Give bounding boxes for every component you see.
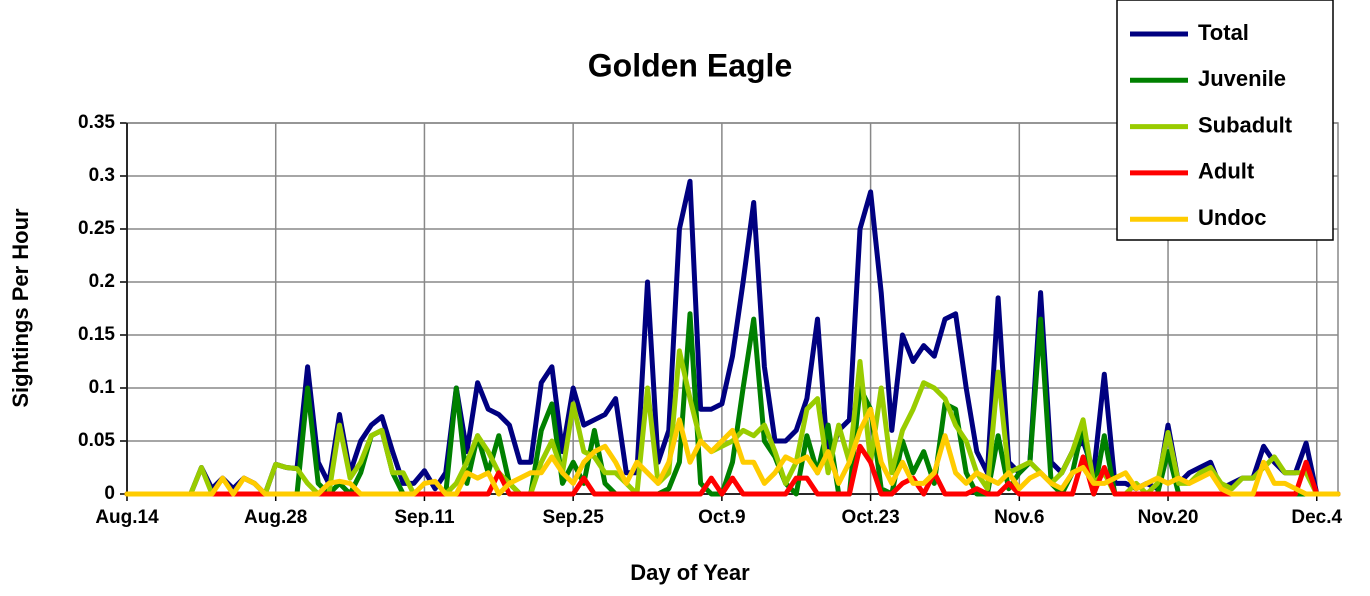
y-tick-label: 0.2 — [89, 271, 115, 292]
legend-label: Juvenile — [1198, 66, 1286, 91]
x-tick-label: Dec.4 — [1291, 507, 1342, 528]
y-axis-title: Sightings Per Hour — [8, 208, 33, 408]
x-tick-label: Nov.6 — [994, 507, 1044, 528]
x-tick-label: Oct.9 — [698, 507, 746, 528]
y-tick-label: 0.25 — [78, 218, 115, 239]
x-tick-label: Nov.20 — [1138, 507, 1199, 528]
legend-label: Adult — [1198, 159, 1255, 184]
series-line — [124, 443, 1341, 497]
x-tick-label: Aug.28 — [244, 507, 307, 528]
y-tick-label: 0.3 — [89, 165, 115, 186]
legend-label: Total — [1198, 20, 1249, 45]
series-line — [124, 406, 1341, 497]
x-axis-title: Day of Year — [630, 560, 750, 585]
y-tick-label: 0.1 — [89, 377, 116, 398]
y-tick-label: 0 — [104, 483, 115, 504]
legend-label: Undoc — [1198, 205, 1266, 230]
chart-title: Golden Eagle — [588, 47, 792, 83]
x-tick-label: Sep.25 — [543, 507, 605, 528]
y-tick-label: 0.35 — [78, 112, 115, 133]
x-tick-label: Aug.14 — [95, 507, 159, 528]
y-tick-label: 0.05 — [78, 430, 115, 451]
legend-box — [1116, 0, 1334, 241]
y-tick-label: 0.15 — [78, 324, 115, 345]
x-tick-label: Oct.23 — [842, 507, 900, 528]
x-tick-label: Sep.11 — [394, 507, 455, 528]
legend-label: Subadult — [1198, 112, 1293, 137]
